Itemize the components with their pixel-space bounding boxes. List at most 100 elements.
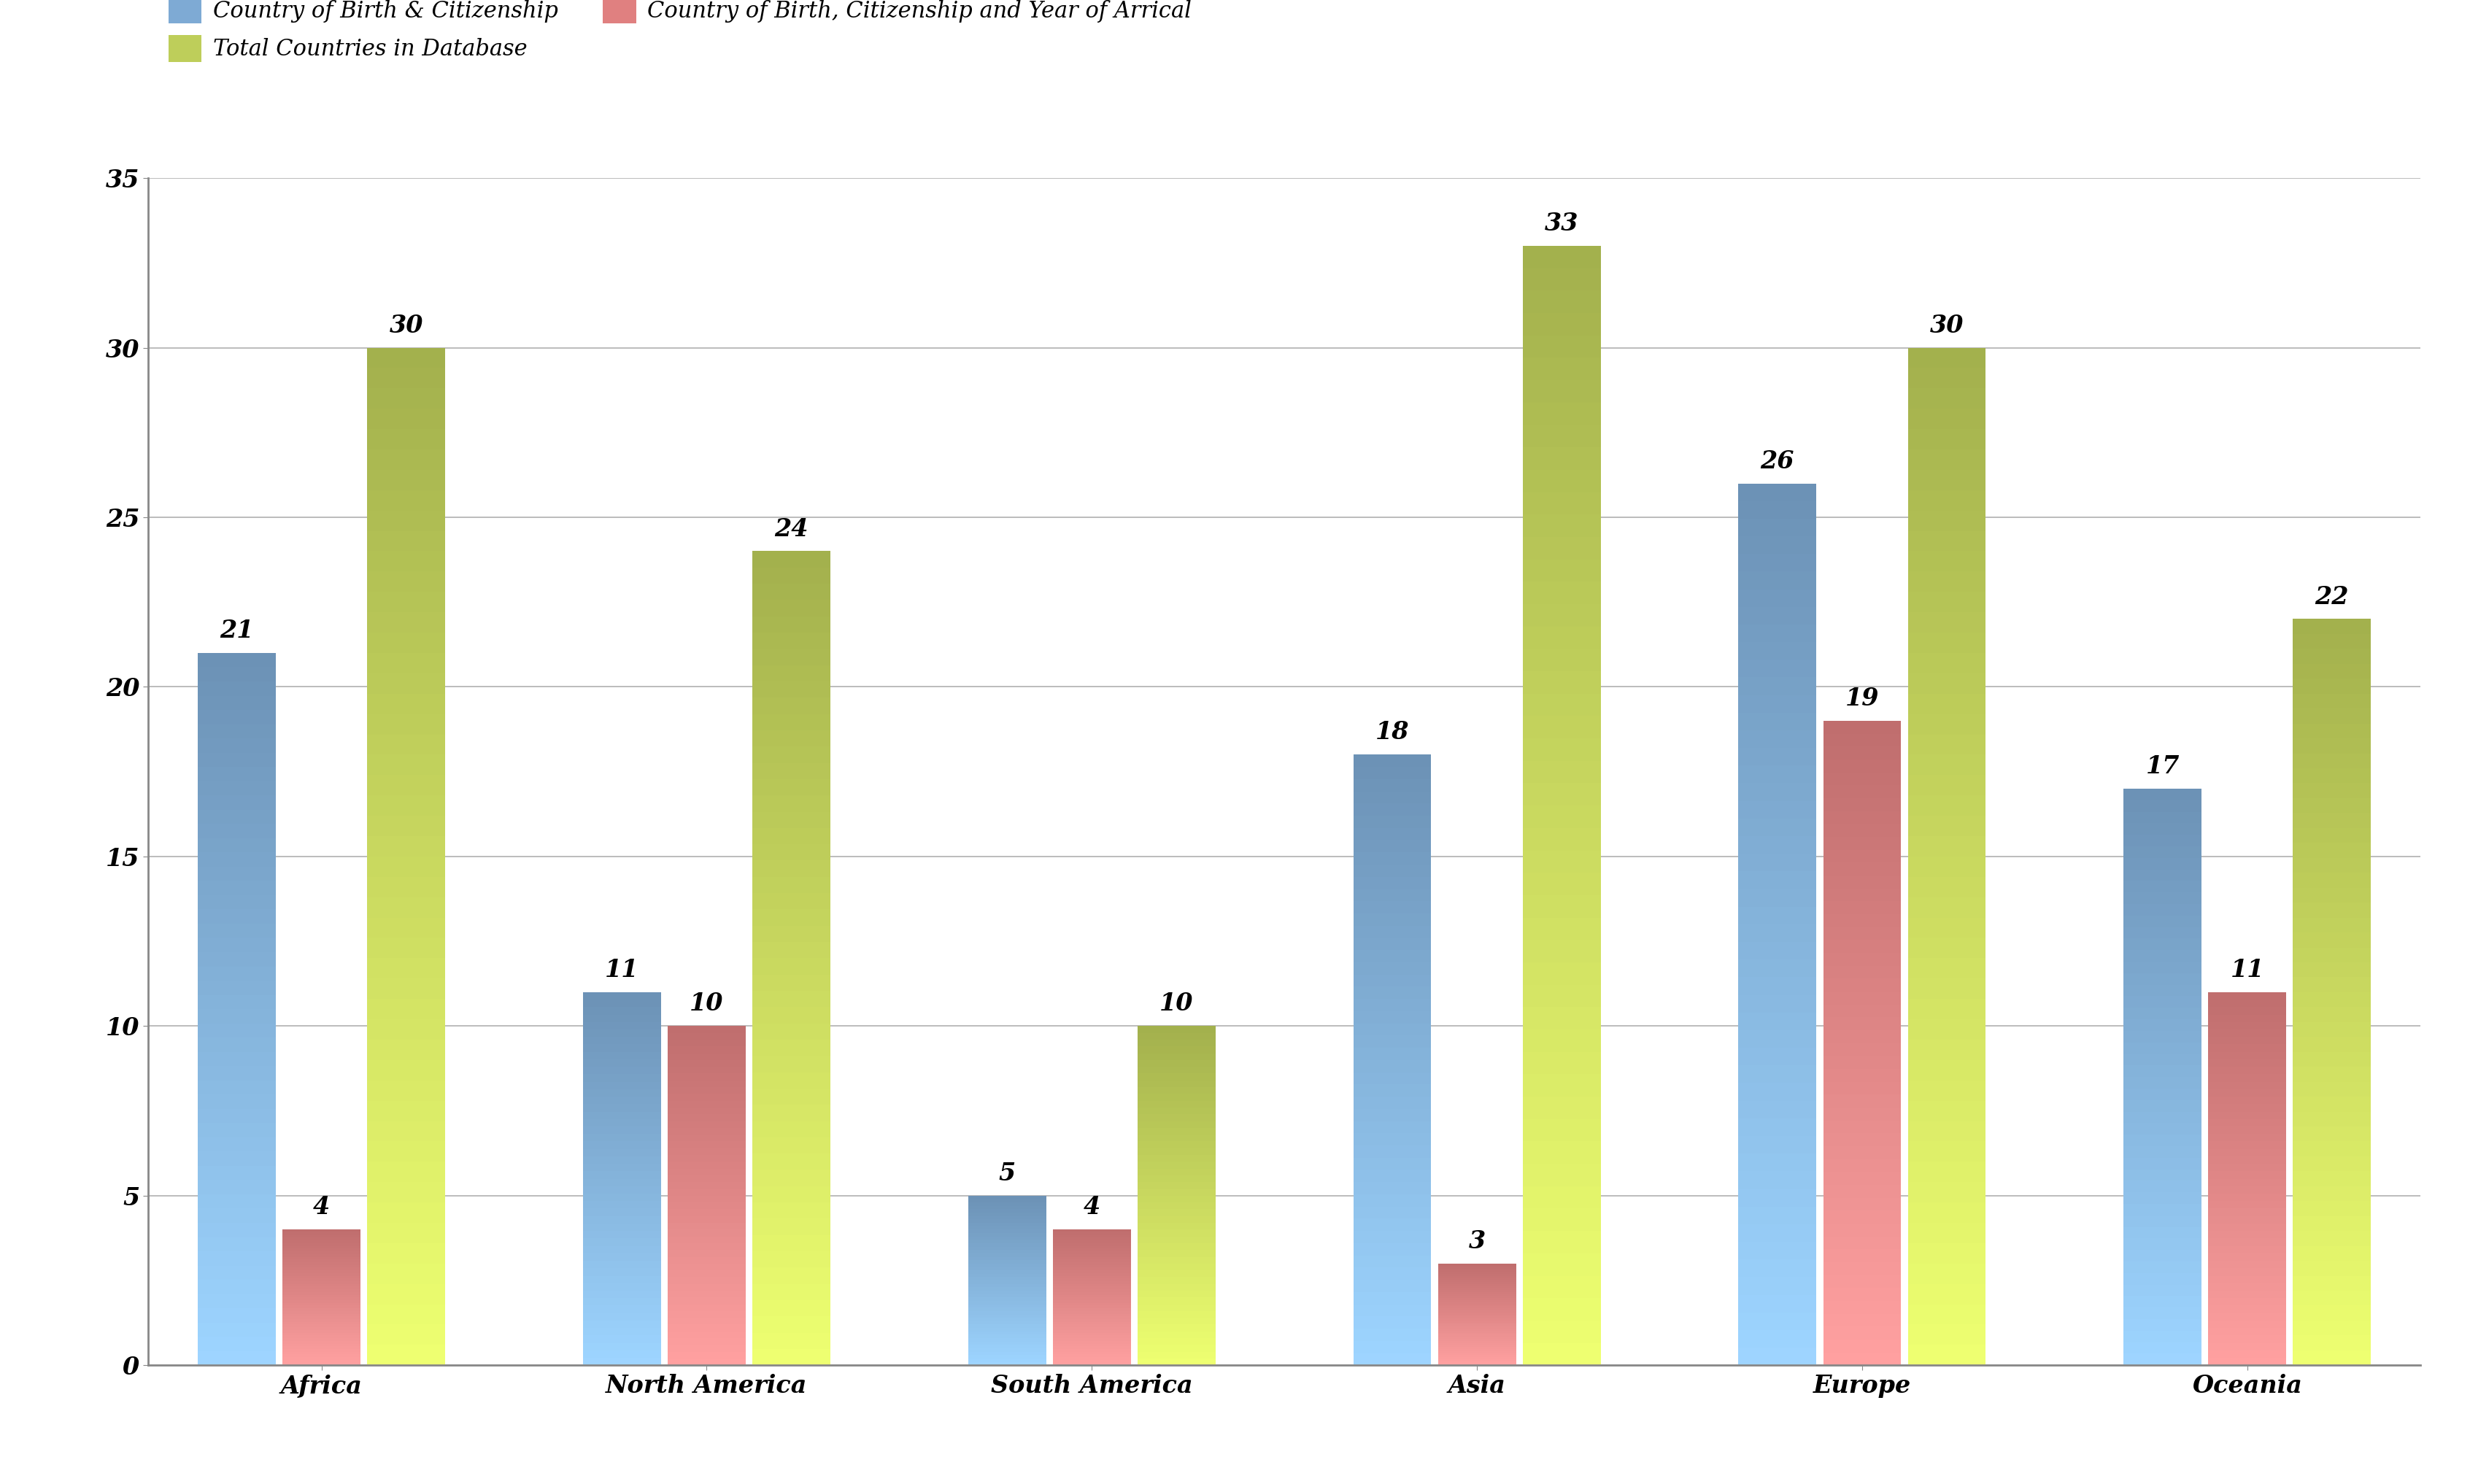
Bar (753, 812, 830, 828)
Bar (1438, 1333, 1517, 1334)
Text: 5: 5 (998, 1162, 1015, 1186)
Bar (968, 1247, 1047, 1250)
Bar (198, 1195, 277, 1208)
Bar (1139, 1128, 1215, 1135)
Bar (583, 1089, 662, 1097)
Bar (368, 714, 445, 735)
Bar (1139, 1141, 1215, 1149)
Bar (1823, 824, 1902, 837)
Bar (1739, 589, 1815, 607)
Bar (1739, 784, 1815, 801)
Bar (1739, 942, 1815, 960)
Bar (1823, 1082, 1902, 1095)
Bar (1739, 978, 1815, 994)
Bar (282, 1339, 361, 1342)
Bar (1354, 1328, 1430, 1342)
Bar (1052, 1333, 1131, 1336)
Bar (1823, 1057, 1902, 1068)
Bar (1907, 653, 1986, 674)
Bar (198, 752, 277, 767)
Bar (1139, 1054, 1215, 1060)
Bar (1052, 1230, 1131, 1232)
Bar (1739, 1153, 1815, 1171)
Bar (1354, 938, 1430, 950)
Bar (368, 1345, 445, 1365)
Bar (2292, 993, 2371, 1008)
Bar (198, 895, 277, 910)
Bar (2208, 1074, 2287, 1082)
Legend: Country of Birth & Citizenship, Total Countries in Database, Country of Birth, C: Country of Birth & Citizenship, Total Co… (161, 0, 1200, 71)
Bar (753, 600, 830, 616)
Bar (2124, 1042, 2201, 1054)
Bar (198, 724, 277, 739)
Bar (1739, 1189, 1815, 1206)
Bar (1739, 1294, 1815, 1312)
Bar (1907, 470, 1986, 490)
Bar (1438, 1298, 1517, 1300)
Bar (583, 1052, 662, 1060)
Bar (1354, 1195, 1430, 1206)
Bar (1823, 1198, 1902, 1211)
Bar (1907, 877, 1986, 898)
Bar (1522, 828, 1601, 850)
Bar (1438, 1315, 1517, 1316)
Bar (1139, 1244, 1215, 1250)
Bar (1139, 1120, 1215, 1128)
Bar (2124, 1215, 2201, 1227)
Bar (2292, 798, 2371, 813)
Bar (968, 1345, 1047, 1349)
Bar (753, 844, 830, 861)
Bar (2124, 1146, 2201, 1158)
Bar (2208, 1223, 2287, 1230)
Bar (1522, 358, 1601, 380)
Bar (1354, 1011, 1430, 1024)
Bar (1907, 1141, 1986, 1162)
Bar (1354, 1316, 1430, 1328)
Bar (2208, 1022, 2287, 1030)
Bar (1522, 402, 1601, 424)
Bar (1052, 1293, 1131, 1294)
Bar (1139, 1263, 1215, 1270)
Bar (753, 1235, 830, 1251)
Bar (2292, 1186, 2371, 1201)
Bar (368, 510, 445, 531)
Bar (583, 1358, 662, 1365)
Bar (2292, 813, 2371, 828)
Bar (1522, 649, 1601, 671)
Bar (968, 1307, 1047, 1310)
Bar (198, 1223, 277, 1238)
Bar (282, 1300, 361, 1303)
Bar (753, 1137, 830, 1153)
Bar (1823, 1030, 1902, 1043)
Bar (583, 1119, 662, 1126)
Bar (198, 923, 277, 938)
Bar (753, 893, 830, 910)
Bar (368, 978, 445, 999)
Bar (968, 1257, 1047, 1260)
Bar (1739, 1330, 1815, 1347)
Bar (368, 917, 445, 938)
Bar (667, 1046, 746, 1054)
Bar (753, 1073, 830, 1088)
Bar (1354, 1304, 1430, 1316)
Bar (2124, 824, 2201, 835)
Bar (1438, 1318, 1517, 1321)
Bar (368, 470, 445, 490)
Bar (282, 1355, 361, 1358)
Bar (583, 1284, 662, 1291)
Bar (1139, 1046, 1215, 1054)
Bar (1823, 1017, 1902, 1030)
Bar (198, 795, 277, 810)
Bar (1354, 1036, 1430, 1048)
Bar (1438, 1355, 1517, 1358)
Bar (667, 1189, 746, 1196)
Bar (1907, 1202, 1986, 1223)
Bar (968, 1263, 1047, 1267)
Bar (1907, 1304, 1986, 1325)
Bar (1438, 1309, 1517, 1310)
Bar (1739, 819, 1815, 835)
Bar (1907, 1162, 1986, 1183)
Bar (2292, 708, 2371, 724)
Bar (1139, 1101, 1215, 1107)
Bar (1823, 939, 1902, 953)
